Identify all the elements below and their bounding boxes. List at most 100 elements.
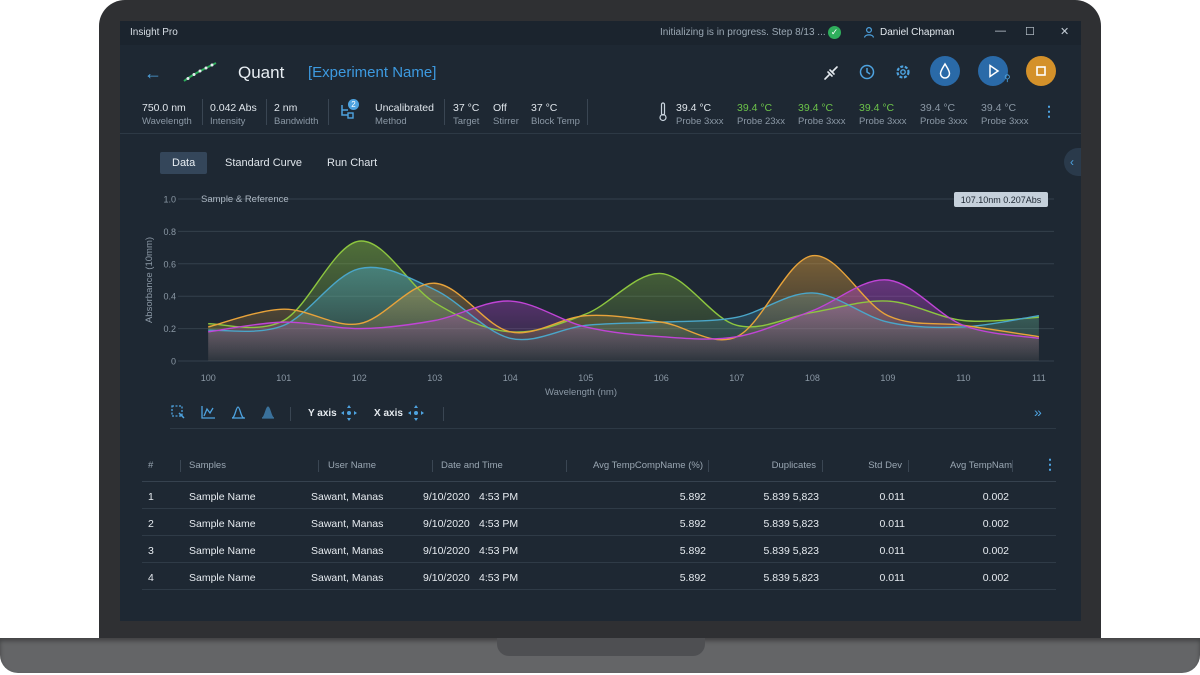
duplicates-value: 5.839 5,823: [763, 545, 819, 557]
avg-temp-comp-value: 5.892: [679, 518, 706, 530]
duplicates-value: 5.839 5,823: [763, 572, 819, 584]
table-row[interactable]: 4 Sample Name Sawant, Manas 9/10/2020 4:53 P…: [142, 563, 1056, 590]
probe-label: Probe 3xxx: [676, 116, 724, 127]
probe-readout: 39.4 °C Probe 3xxx: [981, 102, 1029, 127]
peak-icon[interactable]: [230, 404, 246, 420]
row-date: 9/10/2020: [423, 545, 470, 557]
x-move-icon[interactable]: [407, 404, 425, 422]
divider: [432, 460, 433, 472]
plug-icon[interactable]: [822, 64, 840, 82]
readout-text: 107.10nm 0.207Abs: [961, 195, 1042, 205]
sample-name: Sample Name: [189, 545, 256, 557]
y-tick-label: 0.8: [163, 227, 176, 237]
user-name[interactable]: Daniel Chapman: [880, 27, 955, 38]
std-dev-value: 0.011: [879, 491, 906, 503]
maximize-icon[interactable]: ☐: [1025, 26, 1035, 38]
std-dev-value: 0.011: [879, 518, 906, 530]
drop-icon: [939, 62, 951, 79]
y-axis-label: Y axis: [308, 408, 337, 419]
tab-standard-curve[interactable]: Standard Curve: [225, 157, 303, 169]
runner-icon: ⚲: [1004, 73, 1011, 83]
x-tick-label: 110: [956, 373, 970, 383]
close-icon[interactable]: ✕: [1060, 26, 1070, 38]
minimize-icon[interactable]: —: [995, 25, 1006, 37]
col-header-samples[interactable]: Samples: [189, 460, 226, 471]
divider: [443, 407, 444, 421]
stop-button[interactable]: [1026, 56, 1056, 86]
x-tick-label: 101: [276, 373, 291, 383]
divider: [708, 460, 709, 472]
table-row[interactable]: 3 Sample Name Sawant, Manas 9/10/2020 4:53 P…: [142, 536, 1056, 563]
user-icon[interactable]: [863, 26, 875, 38]
app-logo: [183, 62, 217, 82]
divider: [1012, 460, 1013, 472]
series-line[interactable]: [208, 279, 1040, 340]
y-tick-label: 0.2: [163, 324, 176, 334]
row-time: 4:53 PM: [479, 572, 519, 584]
expand-icon[interactable]: »: [1034, 404, 1042, 420]
chevron-left-icon: ‹: [1070, 155, 1074, 169]
col-header-date[interactable]: Date and Time: [441, 460, 503, 471]
series-line[interactable]: [208, 266, 1040, 341]
x-tick-label: 108: [805, 373, 820, 383]
col-header-avg-temp[interactable]: Avg TempNam: [950, 460, 1012, 471]
thermometer-icon: [659, 102, 667, 122]
y-tick-label: 1.0: [163, 195, 176, 205]
table-row[interactable]: 1 Sample Name Sawant, Manas 9/10/2020 4:53 P…: [142, 482, 1056, 509]
tab-data[interactable]: Data: [160, 152, 208, 174]
area-icon[interactable]: [260, 404, 276, 420]
divider: [318, 460, 319, 472]
block-temp-info: 37 °C Block Temp: [531, 102, 580, 127]
col-header-user[interactable]: User Name: [328, 460, 377, 471]
probe-value: 39.4 °C: [798, 102, 834, 114]
x-tick-label: 107: [729, 373, 744, 383]
probe-readout: 39.4 °C Probe 3xxx: [676, 102, 724, 127]
more-vertical-icon[interactable]: ⋮: [1042, 103, 1056, 119]
row-time: 4:53 PM: [479, 491, 519, 503]
back-arrow-icon[interactable]: ←: [144, 63, 162, 83]
x-tick-label: 109: [880, 373, 895, 383]
stirrer-info: Off Stirrer: [493, 102, 519, 127]
probe-value: 39.4 °C: [981, 102, 1017, 114]
col-header-avg-temp-comp[interactable]: Avg TempCompName (%): [593, 460, 703, 471]
user-name: Sawant, Manas: [311, 518, 384, 530]
series-line[interactable]: [208, 240, 1039, 333]
probe-value: 39.4 °C: [920, 102, 956, 114]
header-divider: [120, 133, 1081, 134]
y-move-icon[interactable]: [340, 404, 358, 422]
page-title: Quant: [238, 63, 285, 82]
samples-table: # Samples User Name Date and Time Avg Te…: [142, 451, 1057, 590]
avg-temp-comp-value: 5.892: [679, 545, 706, 557]
play-button[interactable]: [978, 56, 1008, 86]
col-header-index[interactable]: #: [148, 460, 154, 471]
experiment-name[interactable]: [Experiment Name]: [308, 64, 437, 81]
method-icon[interactable]: [338, 101, 360, 123]
col-header-duplicates[interactable]: Duplicates: [771, 460, 816, 471]
probe-value: 39.4 °C: [676, 102, 712, 114]
table-row[interactable]: 2 Sample Name Sawant, Manas 9/10/2020 4:53 P…: [142, 509, 1056, 536]
y-tick-label: 0.4: [163, 292, 176, 302]
drop-button[interactable]: [930, 56, 960, 86]
col-header-std-dev[interactable]: Std Dev: [868, 460, 902, 471]
tab-run-chart[interactable]: Run Chart: [327, 157, 378, 169]
select-icon[interactable]: [170, 404, 186, 420]
avg-temp-value: 0.002: [982, 545, 1009, 557]
row-index: 4: [148, 572, 154, 584]
play-icon: [989, 64, 1000, 78]
absorbance-chart[interactable]: 0 0.2 0.4 0.6 0.8 1.0 100 101 102 103 104 105 106 107…: [120, 181, 1081, 401]
series-line[interactable]: [208, 254, 1040, 341]
divider: [290, 407, 291, 421]
row-date: 9/10/2020: [423, 518, 470, 530]
laptop-notch: [497, 638, 705, 656]
chart-view-icon[interactable]: [200, 404, 216, 420]
timer-icon[interactable]: [858, 63, 876, 81]
probe-readout: 39.4 °C Probe 3xxx: [798, 102, 846, 127]
probe-readout: 39.4 °C Probe 3xxx: [920, 102, 968, 127]
avg-temp-value: 0.002: [982, 491, 1009, 503]
probe-value: 39.4 °C: [859, 102, 895, 114]
column-menu-icon[interactable]: ⋮: [1043, 456, 1057, 472]
collapse-panel-button[interactable]: ‹: [1064, 148, 1081, 176]
divider: [180, 460, 181, 472]
title-bar: Insight Pro Initializing is in progress.…: [120, 21, 1081, 45]
gear-icon[interactable]: [894, 63, 912, 81]
